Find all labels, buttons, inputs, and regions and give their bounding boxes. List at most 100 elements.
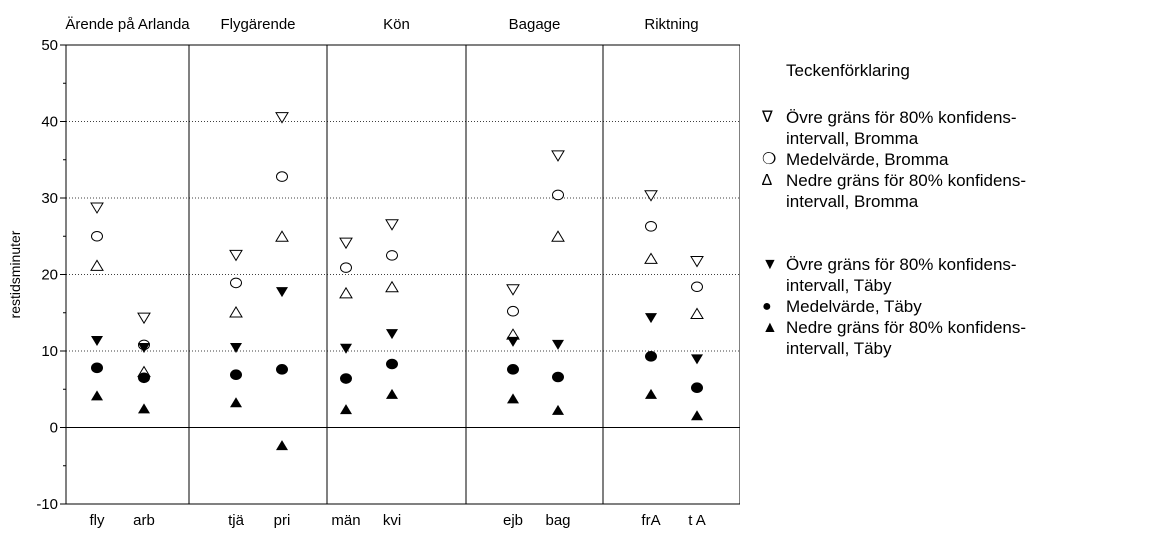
point-circle-filled [507, 364, 519, 375]
point-triangle-up-open [229, 306, 243, 318]
point-triangle-down-filled [91, 336, 103, 347]
x-tick-label: t A [688, 512, 706, 529]
x-tick-label: män [331, 512, 360, 529]
legend-text: Medelvärde, Bromma [786, 150, 949, 169]
legend-group-bromma: ∇ Övre gräns för 80% konfidens- interval… [760, 107, 1160, 212]
legend-item-taby-mean: ● Medelvärde, Täby [760, 296, 1160, 317]
point-triangle-down-filled [645, 313, 657, 324]
point-circle-open [645, 221, 657, 232]
point-circle-filled [138, 372, 150, 384]
legend-item-taby-lower: ▲ Nedre gräns för 80% konfidens- interva… [760, 317, 1160, 359]
legend-item-bromma-mean: ❍ Medelvärde, Bromma [760, 149, 1160, 170]
x-tick-label: bag [545, 512, 570, 529]
point-circle-open [91, 230, 103, 242]
point-triangle-down-open [644, 190, 658, 202]
point-circle-filled [386, 358, 398, 370]
legend-item-bromma-upper: ∇ Övre gräns för 80% konfidens- interval… [760, 107, 1160, 149]
point-triangle-up-open [690, 307, 704, 320]
legend-title: Teckenförklaring [786, 61, 910, 80]
point-circle-open [276, 171, 288, 182]
legend-text: intervall, Täby [786, 276, 892, 295]
x-tick-label: ejb [503, 512, 523, 529]
triangle-down-open-icon: ∇ [762, 109, 773, 126]
point-circle-filled [230, 369, 242, 381]
y-tick-label: 50 [41, 37, 58, 54]
point-triangle-up-open [551, 230, 565, 242]
y-tick-label: 30 [41, 190, 58, 207]
y-tick-label: 20 [41, 267, 58, 284]
point-circle-open [552, 189, 564, 201]
legend-text: Nedre gräns för 80% konfidens- [786, 318, 1027, 337]
legend-text: Medelvärde, Täby [786, 297, 922, 316]
chart-svg: -10 0 10 20 30 40 50 restidsminuter Ärende på Ar… [7, 16, 740, 529]
legend-text: intervall, Bromma [786, 192, 919, 211]
point-triangle-down-filled [230, 342, 242, 353]
legend-text: Övre gräns för 80% konfidens- [786, 108, 1017, 127]
point-triangle-down-filled [507, 336, 519, 347]
point-triangle-up-open [275, 230, 289, 242]
x-tick-label: tjä [228, 512, 245, 529]
point-circle-filled [340, 373, 352, 384]
x-tick-label: pri [274, 512, 291, 529]
legend-group-taby: ▼ Övre gräns för 80% konfidens- interval… [760, 254, 1160, 359]
point-triangle-down-open [137, 312, 151, 325]
point-circle-open [691, 281, 703, 293]
point-circle-filled [645, 351, 657, 362]
point-triangle-up-filled [552, 404, 564, 415]
point-triangle-down-open [339, 237, 353, 250]
point-triangle-down-open [229, 249, 243, 262]
point-triangle-up-filled [507, 393, 519, 404]
point-circle-filled [91, 362, 103, 374]
x-tick-label: arb [133, 512, 155, 529]
group-header: Ärende på Arlanda [65, 16, 190, 33]
point-triangle-down-filled [552, 339, 564, 350]
y-axis-label: restidsminuter [7, 230, 23, 318]
point-triangle-up-filled [691, 410, 703, 421]
legend: Teckenförklaring ∇ Övre gräns för 80% ko… [760, 60, 1160, 359]
point-triangle-up-filled [386, 388, 398, 399]
x-tick-label: frA [641, 512, 660, 529]
circle-open-icon: ❍ [762, 151, 777, 168]
point-triangle-down-open [551, 150, 565, 162]
point-triangle-up-open [90, 259, 104, 271]
y-tick-label: 40 [41, 114, 58, 131]
point-triangle-down-open [690, 255, 704, 268]
point-triangle-down-filled [691, 354, 703, 365]
point-triangle-up-filled [138, 403, 150, 414]
point-triangle-up-open [644, 252, 658, 264]
circle-filled-icon: ● [762, 298, 772, 315]
point-circle-open [386, 250, 398, 261]
point-triangle-up-filled [91, 390, 103, 401]
legend-item-bromma-lower: ∆ Nedre gräns för 80% konfidens- interva… [760, 170, 1160, 212]
point-triangle-up-open [339, 286, 353, 299]
point-circle-filled [276, 364, 288, 375]
triangle-down-filled-icon: ▼ [762, 256, 778, 273]
point-circle-filled [691, 382, 703, 394]
x-tick-label: kvi [383, 512, 401, 529]
triangle-up-filled-icon: ▲ [762, 319, 778, 336]
group-header: Bagage [509, 16, 561, 33]
point-triangle-down-open [90, 202, 104, 214]
point-triangle-down-open [506, 284, 520, 296]
group-header: Riktning [644, 16, 698, 33]
triangle-up-open-icon: ∆ [762, 172, 772, 189]
point-triangle-down-filled [276, 287, 288, 298]
point-triangle-up-filled [276, 440, 288, 451]
point-triangle-up-filled [340, 404, 352, 415]
y-tick-label: -10 [36, 496, 58, 513]
point-triangle-down-filled [386, 329, 398, 340]
group-header: Flygärende [220, 16, 295, 33]
legend-text: intervall, Täby [786, 339, 892, 358]
point-triangle-down-filled [340, 343, 352, 354]
point-triangle-up-filled [230, 397, 242, 408]
x-tick-label: fly [90, 512, 106, 529]
legend-item-taby-upper: ▼ Övre gräns för 80% konfidens- interval… [760, 254, 1160, 296]
point-circle-filled [552, 371, 564, 383]
point-triangle-down-open [385, 219, 399, 231]
legend-text: Övre gräns för 80% konfidens- [786, 255, 1017, 274]
point-triangle-down-filled [138, 342, 150, 353]
legend-text: intervall, Bromma [786, 129, 919, 148]
point-triangle-up-open [385, 280, 399, 293]
y-tick-label: 10 [41, 343, 58, 360]
point-triangle-down-open [275, 112, 289, 124]
